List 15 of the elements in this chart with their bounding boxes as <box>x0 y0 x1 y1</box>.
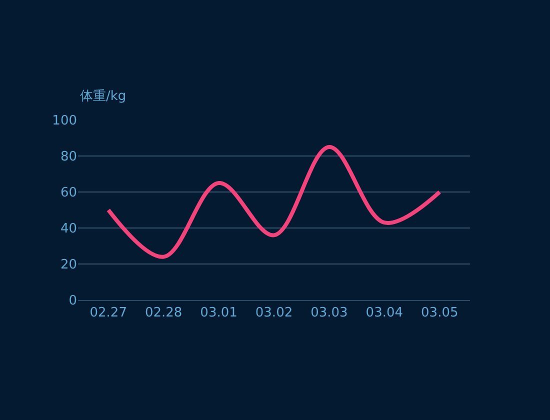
x-tick-label: 03.03 <box>310 306 348 321</box>
y-tick-label: 40 <box>60 222 77 237</box>
x-tick-label: 03.01 <box>200 306 238 321</box>
x-tick-label: 03.04 <box>366 306 404 321</box>
y-tick-label: 60 <box>60 186 77 201</box>
x-tick-label: 03.05 <box>421 306 458 321</box>
y-tick-label: 0 <box>68 294 77 309</box>
line-series <box>106 145 442 259</box>
y-tick-label: 100 <box>52 114 77 129</box>
x-tick-label: 02.27 <box>90 306 127 321</box>
y-tick-label: 20 <box>60 258 77 273</box>
x-tick-label: 02.28 <box>144 306 182 321</box>
y-tick-label: 80 <box>60 150 77 165</box>
x-tick-label: 03.02 <box>255 306 293 321</box>
y-axis-title: 体重/kg <box>80 89 126 104</box>
